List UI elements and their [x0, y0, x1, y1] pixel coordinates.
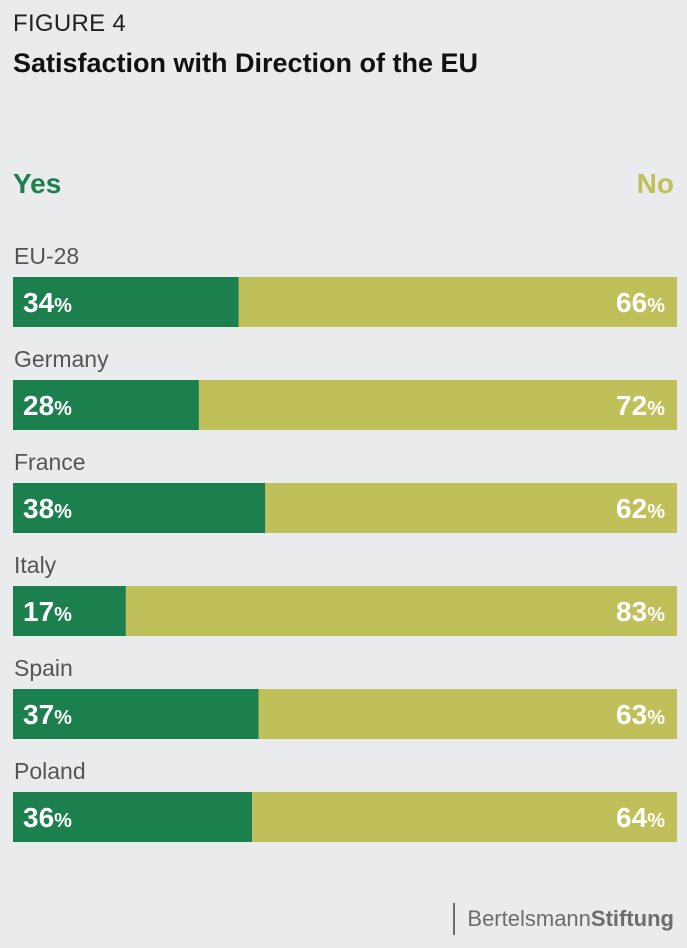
value-yes-spain: 37%	[23, 699, 72, 730]
value-no-spain: 63%	[616, 699, 665, 730]
legend-no: No	[636, 168, 674, 199]
category-label-germany: Germany	[14, 346, 109, 372]
bar-yes-eu-28	[13, 277, 239, 327]
bar-no-spain	[258, 689, 677, 739]
bar-yes-poland	[13, 792, 253, 842]
legend-yes: Yes	[13, 168, 62, 199]
brand-name-bold: Stiftung	[590, 906, 674, 931]
bar-yes-spain	[13, 689, 259, 739]
category-label-france: France	[14, 449, 86, 475]
value-no-france: 62%	[616, 493, 665, 524]
bar-yes-france	[13, 483, 266, 533]
category-label-eu-28: EU-28	[14, 243, 79, 269]
bar-no-poland	[252, 792, 678, 842]
bar-no-germany	[198, 380, 678, 430]
value-yes-poland: 36%	[23, 802, 72, 833]
value-no-eu-28: 66%	[616, 287, 665, 318]
category-label-poland: Poland	[14, 758, 86, 784]
bar-yes-germany	[13, 380, 199, 430]
bar-yes-italy	[13, 586, 126, 636]
value-no-italy: 83%	[616, 596, 665, 627]
figure-label: FIGURE 4	[13, 10, 127, 37]
value-no-germany: 72%	[616, 390, 665, 421]
brand-footer: Bertelsmann Stiftung	[453, 902, 674, 936]
value-yes-eu-28: 34%	[23, 287, 72, 318]
bar-no-eu-28	[238, 277, 677, 327]
value-no-poland: 64%	[616, 802, 665, 833]
bar-no-italy	[125, 586, 677, 636]
value-yes-france: 38%	[23, 493, 72, 524]
value-yes-germany: 28%	[23, 390, 72, 421]
chart-title: Satisfaction with Direction of the EU	[13, 48, 479, 78]
category-label-italy: Italy	[14, 552, 57, 578]
category-label-spain: Spain	[14, 655, 73, 681]
bar-no-france	[265, 483, 677, 533]
stacked-bar-chart: EU-28 34% 66% Germany 28% 72% France 38% 62% Ital…	[13, 243, 678, 842]
brand-name-light: Bertelsmann	[467, 906, 591, 931]
value-yes-italy: 17%	[23, 596, 72, 627]
footer-divider	[453, 903, 456, 935]
